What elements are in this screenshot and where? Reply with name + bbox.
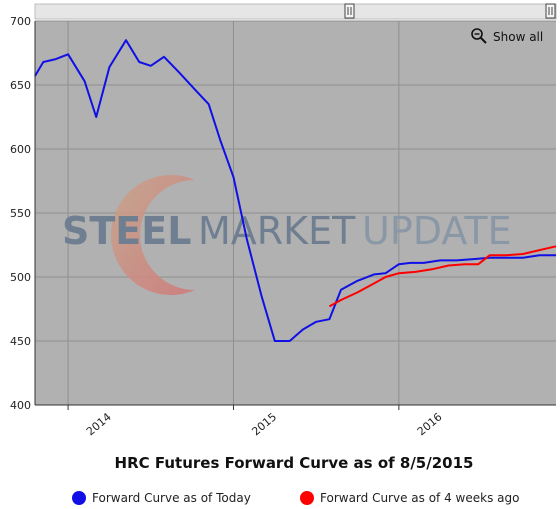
series-line-4-weeks-ago[interactable] — [328, 245, 557, 308]
legend-label-today[interactable]: Forward Curve as of Today — [92, 491, 251, 505]
y-tick-label: 650 — [10, 79, 31, 92]
y-tick-label: 400 — [10, 399, 31, 412]
watermark-word-update: UPDATE — [362, 209, 512, 253]
steel-market-update-watermark: STEEL MARKET UPDATE — [62, 175, 512, 295]
range-handle-left[interactable] — [344, 3, 355, 19]
y-tick-label: 450 — [10, 335, 31, 348]
x-tick-label: 2014 — [84, 410, 114, 438]
y-tick-label: 600 — [10, 143, 31, 156]
chart-legend: Forward Curve as of Today Forward Curve … — [72, 491, 519, 505]
show-all-label[interactable]: Show all — [493, 30, 543, 44]
watermark-word-market: MARKET — [198, 209, 356, 253]
zoom-out-magnifier-icon[interactable] — [471, 28, 483, 40]
x-tick-label: 2015 — [249, 410, 279, 438]
show-all-button[interactable]: Show all — [471, 28, 543, 44]
y-tick-label: 500 — [10, 271, 31, 284]
range-selector[interactable] — [34, 3, 557, 20]
legend-marker-4-weeks-ago[interactable] — [300, 491, 314, 505]
watermark-logo-arc-icon — [111, 175, 195, 295]
legend-label-4-weeks-ago[interactable]: Forward Curve as of 4 weeks ago — [320, 491, 519, 505]
magnifier-handle — [480, 37, 487, 44]
range-handle-right[interactable] — [545, 3, 556, 19]
y-tick-label: 700 — [10, 15, 31, 28]
watermark-word-steel: STEEL — [62, 209, 191, 253]
y-tick-label: 550 — [10, 207, 31, 220]
x-tick-label: 2016 — [415, 410, 445, 438]
series-layer — [34, 39, 557, 342]
chart-title: HRC Futures Forward Curve as of 8/5/2015 — [115, 454, 474, 472]
series-line-today[interactable] — [34, 39, 556, 342]
y-axis-ticks: 400 450 500 550 600 650 700 — [10, 15, 31, 412]
legend-marker-today[interactable] — [72, 491, 86, 505]
range-selector-track[interactable] — [34, 3, 557, 20]
x-axis-ticks: 2014 2015 2016 — [67, 405, 445, 438]
x-gridlines — [67, 21, 400, 405]
